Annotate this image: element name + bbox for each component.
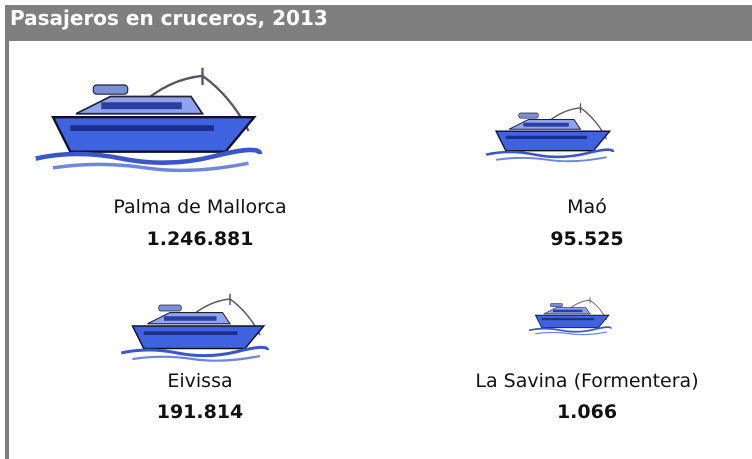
port-name: Palma de Mallorca [113,196,287,218]
ship-icon [484,101,615,163]
port-value: 95.525 [550,228,624,250]
port-value: 191.814 [156,401,244,423]
port-value: 1.246.881 [146,228,254,250]
port-value: 1.066 [556,401,618,423]
port-name: La Savina (Formentera) [475,370,699,392]
title-bar [5,5,752,41]
port-name: Maó [567,196,607,218]
port-name: Eivissa [167,370,233,392]
title: Pasajeros en cruceros, 2013 [10,6,328,30]
ship-icon [119,291,270,363]
ship-icon [20,62,270,177]
side-border [5,41,9,459]
ship-icon [528,296,612,336]
